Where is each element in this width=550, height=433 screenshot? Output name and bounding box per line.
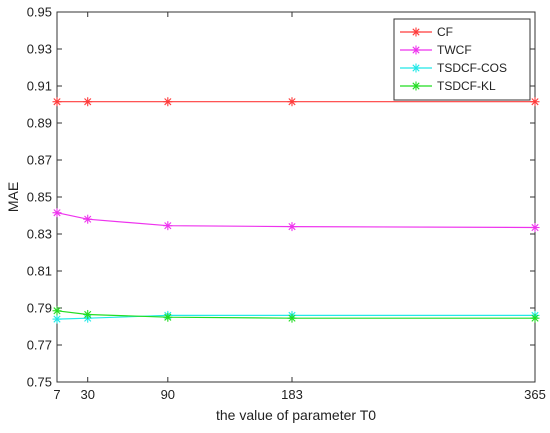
legend-marker-twcf [411,45,421,55]
legend-label-tsdcf-kl: TSDCF-KL [437,79,496,93]
data-point-tsdcf-kl [287,313,297,323]
y-axis-label: MAE [5,182,21,212]
y-tick-label: 0.87 [27,153,52,168]
y-tick-label: 0.85 [27,190,52,205]
x-axis: 7 30 90 183 365 [53,12,546,402]
data-point-tsdcf-kl [83,309,93,319]
data-point-cf [530,97,540,107]
x-tick-label: 30 [80,387,94,402]
y-tick-label: 0.91 [27,79,52,94]
legend-entry-tsdcf-kl: TSDCF-KL [400,79,496,93]
legend-marker-tsdcf-cos [411,63,421,73]
data-point-twcf [52,208,62,218]
data-point-cf [83,97,93,107]
y-axis: 0.75 0.77 0.79 0.81 0.83 0.85 0.87 0.89 0.91 0.93… [27,5,535,390]
data-point-twcf [163,221,173,231]
x-tick-label: 7 [53,387,60,402]
legend-label-twcf: TWCF [437,43,472,57]
legend: CF TWCF TSDCF-COS TSDCF-KL [393,18,531,101]
x-axis-label: the value of parameter T0 [216,407,376,423]
data-point-cf [163,97,173,107]
y-tick-label: 0.95 [27,5,52,20]
legend-marker-cf [411,27,421,37]
data-point-twcf [83,214,93,224]
legend-marker-tsdcf-kl [411,81,421,91]
y-tick-label: 0.83 [27,227,52,242]
data-point-tsdcf-cos [52,314,62,324]
legend-label-cf: CF [437,25,453,39]
y-tick-label: 0.75 [27,375,52,390]
series-tsdcf-kl [52,306,540,323]
legend-entry-twcf: TWCF [400,43,472,57]
data-point-cf [287,97,297,107]
data-point-tsdcf-kl [530,313,540,323]
series-layer [52,97,540,324]
data-point-twcf [530,223,540,233]
series-twcf [52,208,540,233]
x-tick-label: 183 [281,387,303,402]
y-tick-label: 0.81 [27,264,52,279]
series-cf [52,97,540,107]
data-point-tsdcf-kl [163,312,173,322]
legend-label-tsdcf-cos: TSDCF-COS [437,61,507,75]
x-tick-label: 365 [524,387,546,402]
y-tick-label: 0.79 [27,301,52,316]
legend-entry-cf: CF [400,25,453,39]
legend-entry-tsdcf-cos: TSDCF-COS [400,61,507,75]
y-tick-label: 0.77 [27,338,52,353]
data-point-twcf [287,222,297,232]
data-point-cf [52,97,62,107]
x-tick-label: 90 [161,387,175,402]
data-point-tsdcf-kl [52,306,62,316]
y-tick-label: 0.89 [27,116,52,131]
y-tick-label: 0.93 [27,42,52,57]
